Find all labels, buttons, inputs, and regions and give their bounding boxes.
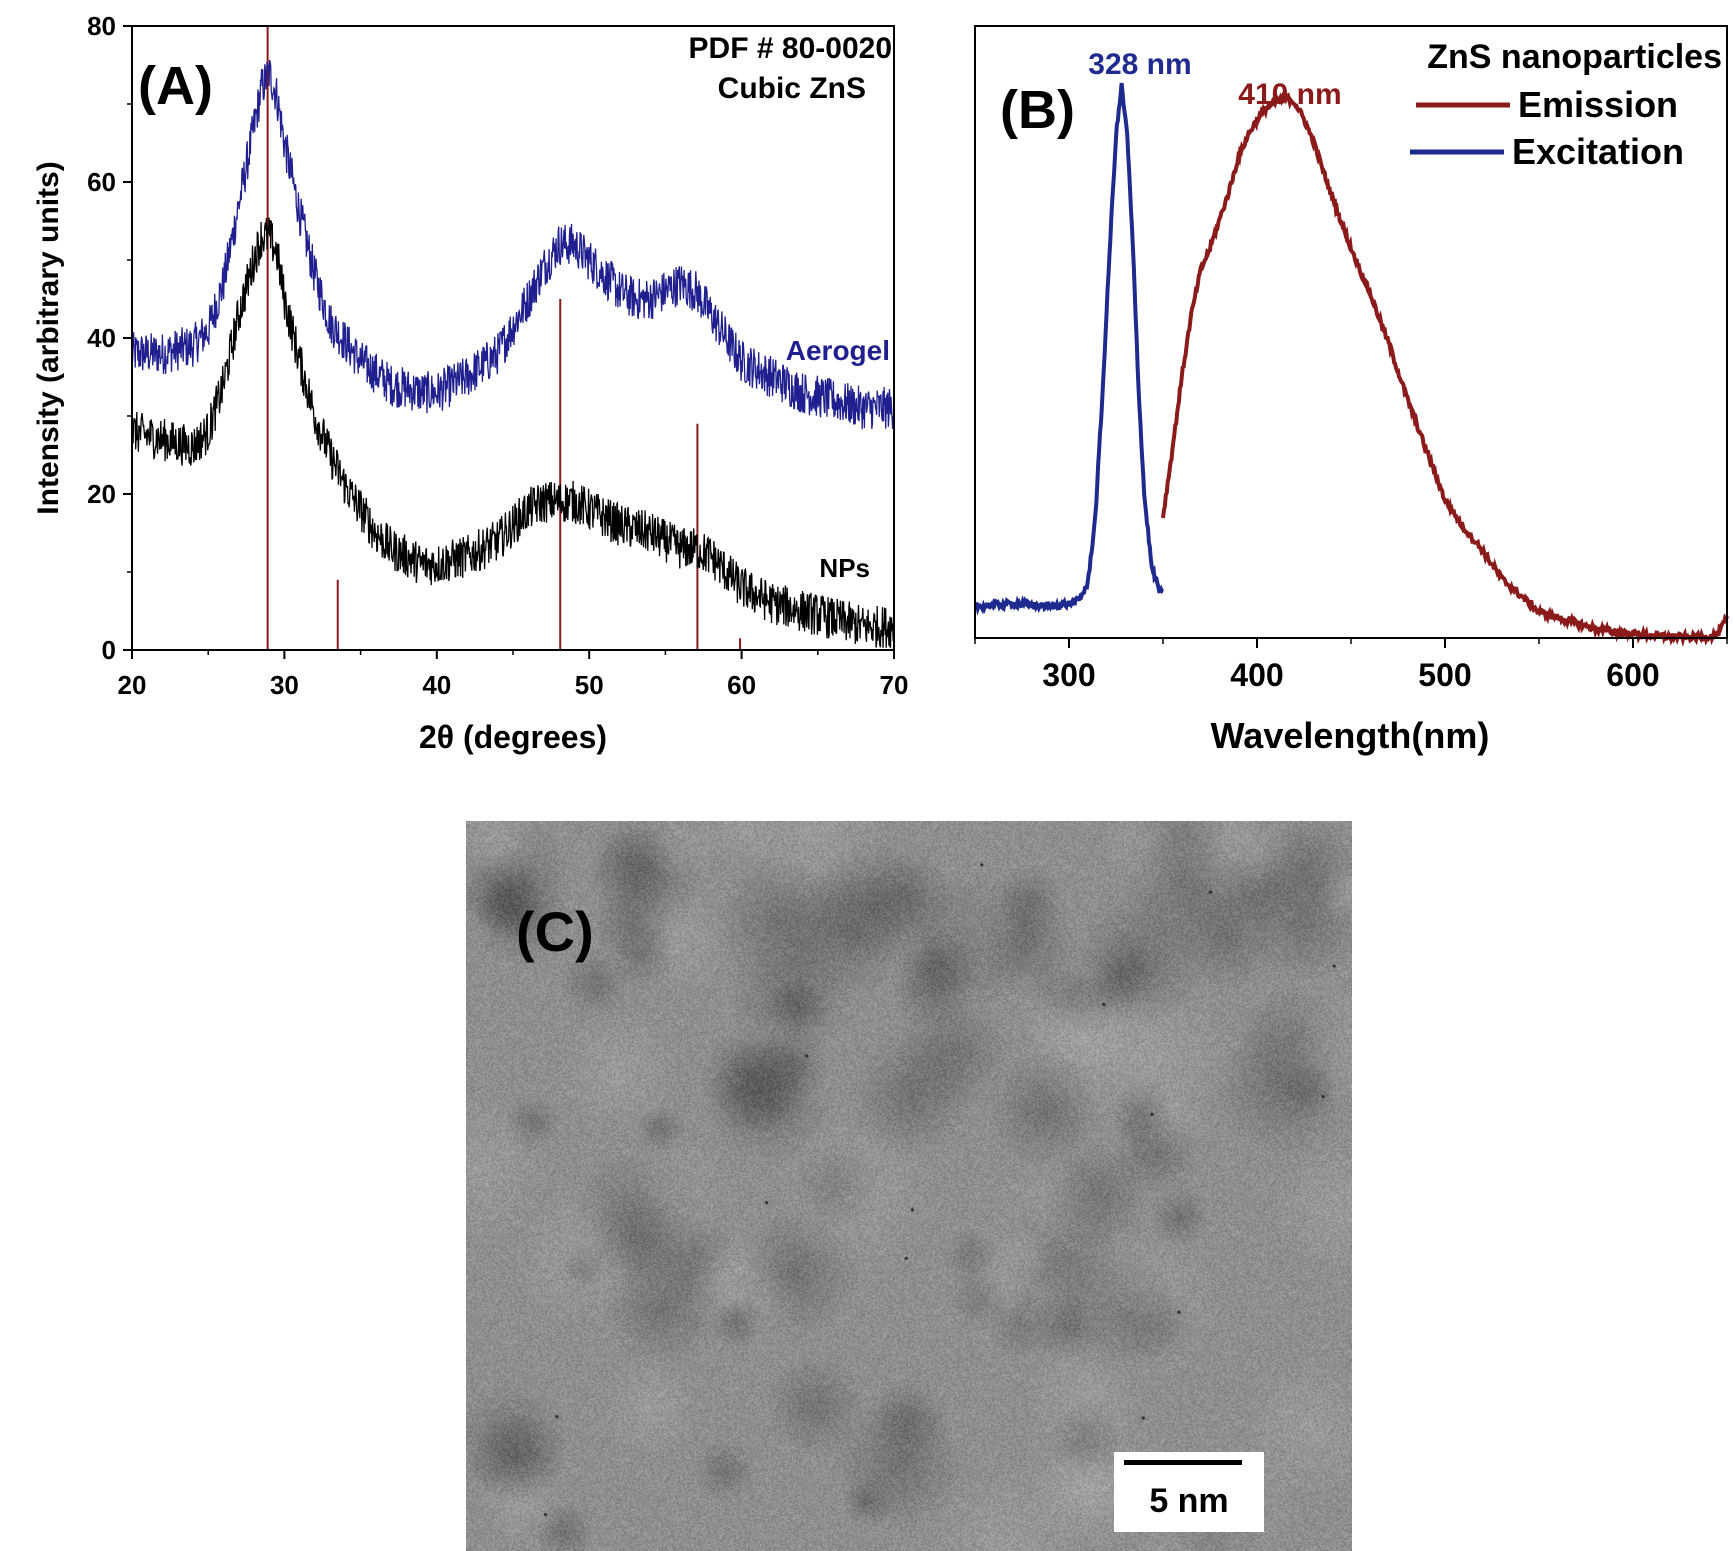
nps-line xyxy=(131,217,895,648)
tem-micrograph xyxy=(466,821,1352,1551)
x-tick-label: 20 xyxy=(118,670,147,700)
x-tick-label: 600 xyxy=(1606,657,1659,693)
x-tick-label: 400 xyxy=(1230,657,1283,693)
y-tick-label: 80 xyxy=(87,11,116,41)
nps-series-label: NPs xyxy=(819,553,870,583)
legend-excitation-label: Excitation xyxy=(1512,131,1684,172)
aerogel-line xyxy=(131,59,895,430)
y-tick-label: 20 xyxy=(87,479,116,509)
scale-bar-line xyxy=(1124,1460,1242,1465)
x-tick-label: 40 xyxy=(422,670,451,700)
x-tick-label: 70 xyxy=(880,670,909,700)
legend-emission-label: Emission xyxy=(1518,84,1678,125)
panel-a-xlabel: 2θ (degrees) xyxy=(419,719,607,755)
x-tick-label: 300 xyxy=(1042,657,1095,693)
y-tick-label: 60 xyxy=(87,167,116,197)
panel-b-pl-chart: 300 400 500 600 (B) 328 nm 410 nm ZnS nanop… xyxy=(973,25,1729,756)
y-tick-label: 0 xyxy=(102,635,116,665)
panel-c-label: (C) xyxy=(516,900,594,963)
tem-image: (C) 5 nm xyxy=(466,821,1352,1551)
aerogel-series-label: Aerogel xyxy=(786,335,890,366)
y-tick-label: 40 xyxy=(87,323,116,353)
panel-a-ylabel: Intensity (arbitrary units) xyxy=(32,161,65,514)
legend-title: ZnS nanoparticles xyxy=(1427,38,1722,76)
emission-peak-label: 410 nm xyxy=(1238,78,1341,111)
panel-a-label: (A) xyxy=(138,56,213,116)
x-tick-label: 60 xyxy=(727,670,756,700)
cubic-zns-annotation: Cubic ZnS xyxy=(718,72,866,105)
panel-b-xlabel: Wavelength(nm) xyxy=(1211,715,1490,756)
x-tick-label: 30 xyxy=(270,670,299,700)
x-tick-label: 50 xyxy=(575,670,604,700)
panel-b-label: (B) xyxy=(1000,80,1075,140)
emission-line xyxy=(1161,87,1729,648)
pdf-annotation: PDF # 80-0020 xyxy=(689,32,892,65)
legend: ZnS nanoparticles Emission Excitation xyxy=(1410,38,1722,172)
scale-bar-label: 5 nm xyxy=(1149,1482,1229,1520)
excitation-peak-label: 328 nm xyxy=(1088,48,1191,81)
excitation-line xyxy=(973,82,1164,616)
x-tick-label: 500 xyxy=(1418,657,1471,693)
scale-bar: 5 nm xyxy=(1114,1452,1264,1532)
